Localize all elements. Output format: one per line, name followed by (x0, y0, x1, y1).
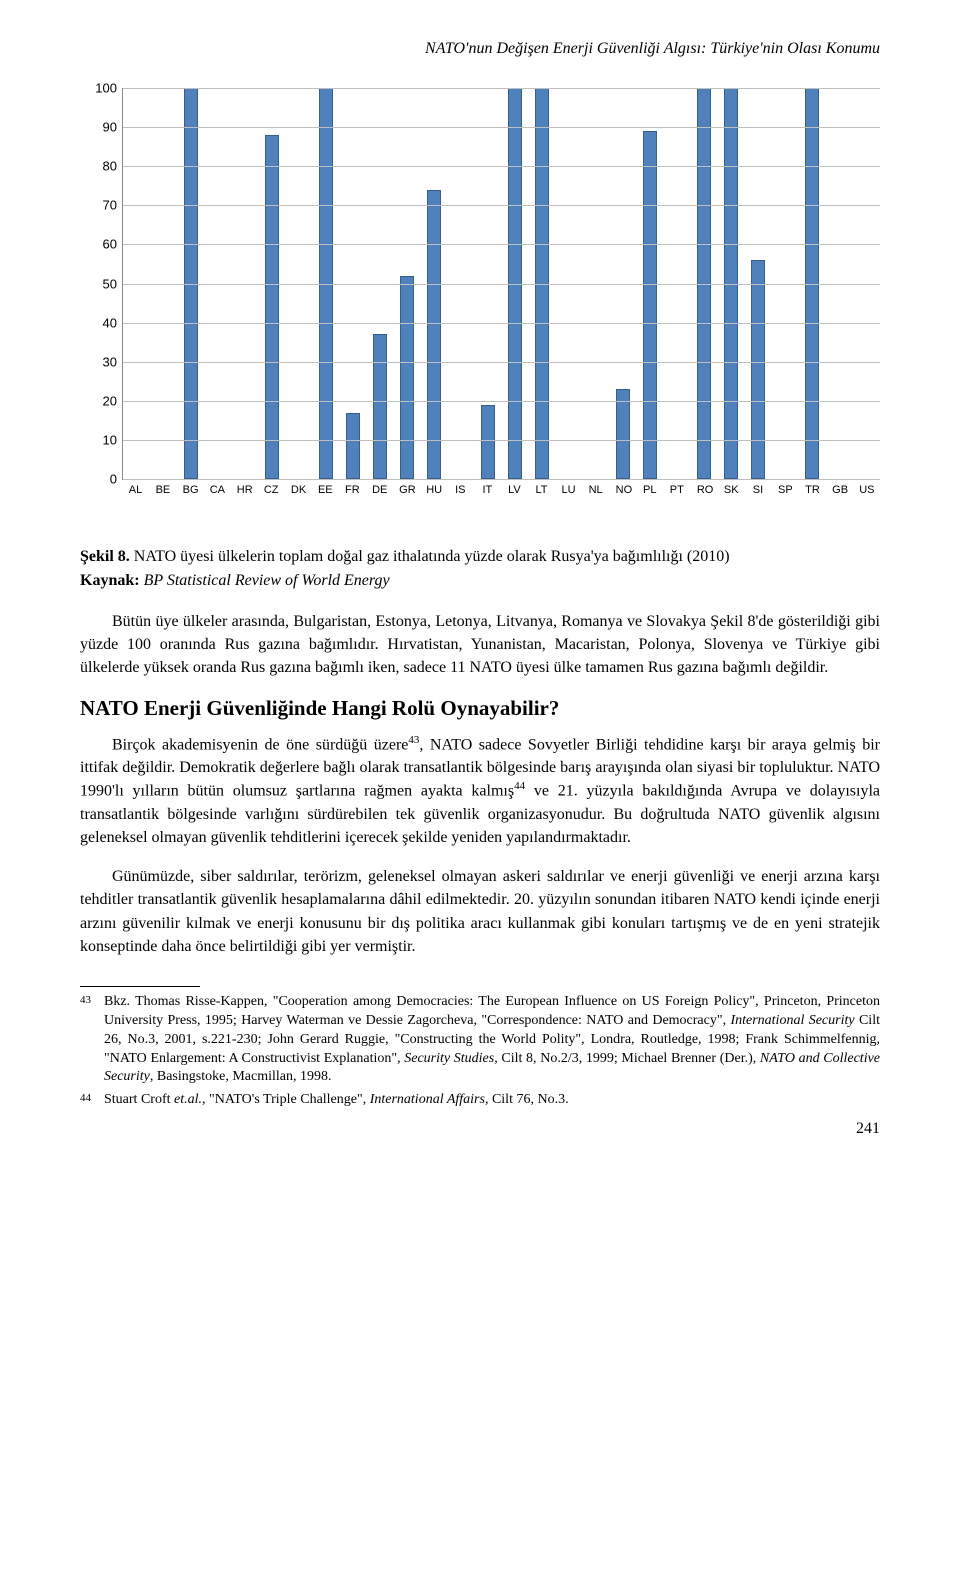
footnote-ref-43: 43 (408, 734, 419, 746)
chart-y-tick-label: 60 (81, 237, 117, 252)
chart-figure-8: 0102030405060708090100 AL BE BG CA HR CZ DK EE F… (80, 88, 880, 508)
chart-x-tick-label: TR (805, 484, 819, 508)
chart-gridline (123, 127, 880, 128)
chart-bar (427, 190, 441, 479)
chart-x-axis: AL BE BG CA HR CZ DK EE FR DE GR HU IS IT LV LT LU NL NO PL… (122, 484, 880, 508)
footnote-44-e: Cilt 76, No.3. (488, 1092, 568, 1107)
chart-x-tick-label: AL (129, 484, 143, 508)
footnote-43-number: 43 (80, 993, 104, 1087)
chart-x-tick-label: IS (453, 484, 467, 508)
chart-y-tick-label: 20 (81, 393, 117, 408)
chart-x-tick-label: PL (643, 484, 657, 508)
chart-x-tick-label: FR (345, 484, 359, 508)
chart-x-tick-label: CZ (264, 484, 278, 508)
chart-gridline (123, 205, 880, 206)
paragraph-2-part-a: Birçok akademisyenin de öne sürdüğü üzer… (112, 736, 408, 753)
footnote-44-c: , "NATO's Triple Challenge", (202, 1092, 370, 1107)
chart-gridline (123, 166, 880, 167)
chart-x-tick-label: DK (291, 484, 305, 508)
figure-source: Kaynak: BP Statistical Review of World E… (80, 572, 880, 590)
chart-bar (616, 389, 630, 479)
chart-y-tick-label: 0 (81, 472, 117, 487)
figure-caption-label: Şekil 8. (80, 548, 130, 565)
chart-bar (400, 276, 414, 479)
chart-x-tick-label: LT (534, 484, 548, 508)
chart-gridline (123, 401, 880, 402)
chart-y-tick-label: 30 (81, 354, 117, 369)
footnote-43-text: Bkz. Thomas Risse-Kappen, "Cooperation a… (104, 993, 880, 1087)
chart-x-tick-label: LU (562, 484, 576, 508)
chart-gridline (123, 88, 880, 89)
chart-x-tick-label: GB (832, 484, 846, 508)
chart-x-tick-label: SK (724, 484, 738, 508)
chart-x-tick-label: HR (237, 484, 251, 508)
footnote-44-text: Stuart Croft et.al., "NATO's Triple Chal… (104, 1091, 880, 1110)
chart-gridline (123, 244, 880, 245)
chart-x-tick-label: CA (210, 484, 224, 508)
paragraph-1: Bütün üye ülkeler arasında, Bulgaristan,… (80, 610, 880, 680)
chart-y-tick-label: 100 (81, 81, 117, 96)
figure-source-label: Kaynak: (80, 572, 140, 589)
chart-y-tick-label: 80 (81, 159, 117, 174)
section-heading: NATO Enerji Güvenliğinde Hangi Rolü Oyna… (80, 696, 880, 721)
footnote-44-d: International Affairs, (370, 1092, 489, 1107)
chart-bar (265, 135, 279, 479)
chart-x-tick-label: IT (480, 484, 494, 508)
paragraph-2: Birçok akademisyenin de öne sürdüğü üzer… (80, 733, 880, 850)
chart-gridline (123, 362, 880, 363)
chart-bar (751, 260, 765, 479)
chart-x-tick-label: DE (372, 484, 386, 508)
chart-gridline (123, 284, 880, 285)
chart-y-tick-label: 40 (81, 315, 117, 330)
figure-caption-text: NATO üyesi ülkelerin toplam doğal gaz it… (130, 548, 730, 565)
chart-x-tick-label: RO (697, 484, 711, 508)
footnote-44-b: et.al. (174, 1092, 202, 1107)
chart-x-tick-label: SP (778, 484, 792, 508)
footnote-43-g: , Basingstoke, Macmillan, 1998. (150, 1069, 332, 1084)
footnote-43-b: International Security (730, 1013, 854, 1028)
chart-x-tick-label: PT (670, 484, 684, 508)
footnote-44: 44 Stuart Croft et.al., "NATO's Triple C… (80, 1091, 880, 1110)
footnote-rule (80, 986, 200, 987)
chart-x-tick-label: NO (616, 484, 630, 508)
chart-x-tick-label: EE (318, 484, 332, 508)
chart-x-tick-label: BE (156, 484, 170, 508)
chart-bar (373, 334, 387, 479)
chart-x-tick-label: US (859, 484, 873, 508)
running-head: NATO'nun Değişen Enerji Güvenliği Algısı… (80, 40, 880, 58)
chart-x-tick-label: SI (751, 484, 765, 508)
chart-x-tick-label: HU (426, 484, 440, 508)
footnote-43-e: , Cilt 8, No.2/3, 1999; Michael Brenner … (494, 1051, 760, 1066)
chart-y-tick-label: 90 (81, 120, 117, 135)
chart-x-tick-label: BG (183, 484, 197, 508)
chart-bar (481, 405, 495, 479)
chart-bar (346, 413, 360, 479)
chart-gridline (123, 440, 880, 441)
chart-y-tick-label: 10 (81, 432, 117, 447)
figure-caption: Şekil 8. NATO üyesi ülkelerin toplam doğ… (80, 548, 880, 566)
footnote-ref-44: 44 (514, 780, 525, 792)
figure-source-text: BP Statistical Review of World Energy (140, 572, 390, 589)
chart-bar (643, 131, 657, 479)
chart-x-tick-label: LV (507, 484, 521, 508)
chart-gridline (123, 323, 880, 324)
chart-x-tick-label: GR (399, 484, 413, 508)
footnote-44-a: Stuart Croft (104, 1092, 174, 1107)
chart-x-tick-label: NL (589, 484, 603, 508)
chart-plot-area: 0102030405060708090100 (122, 88, 880, 480)
page-number: 241 (80, 1120, 880, 1138)
footnote-43: 43 Bkz. Thomas Risse-Kappen, "Cooperatio… (80, 993, 880, 1087)
chart-gridline (123, 479, 880, 480)
footnote-44-number: 44 (80, 1091, 104, 1110)
footnote-43-d: Security Studies (404, 1051, 494, 1066)
paragraph-3: Günümüzde, siber saldırılar, terörizm, g… (80, 865, 880, 958)
chart-y-tick-label: 50 (81, 276, 117, 291)
chart-y-tick-label: 70 (81, 198, 117, 213)
